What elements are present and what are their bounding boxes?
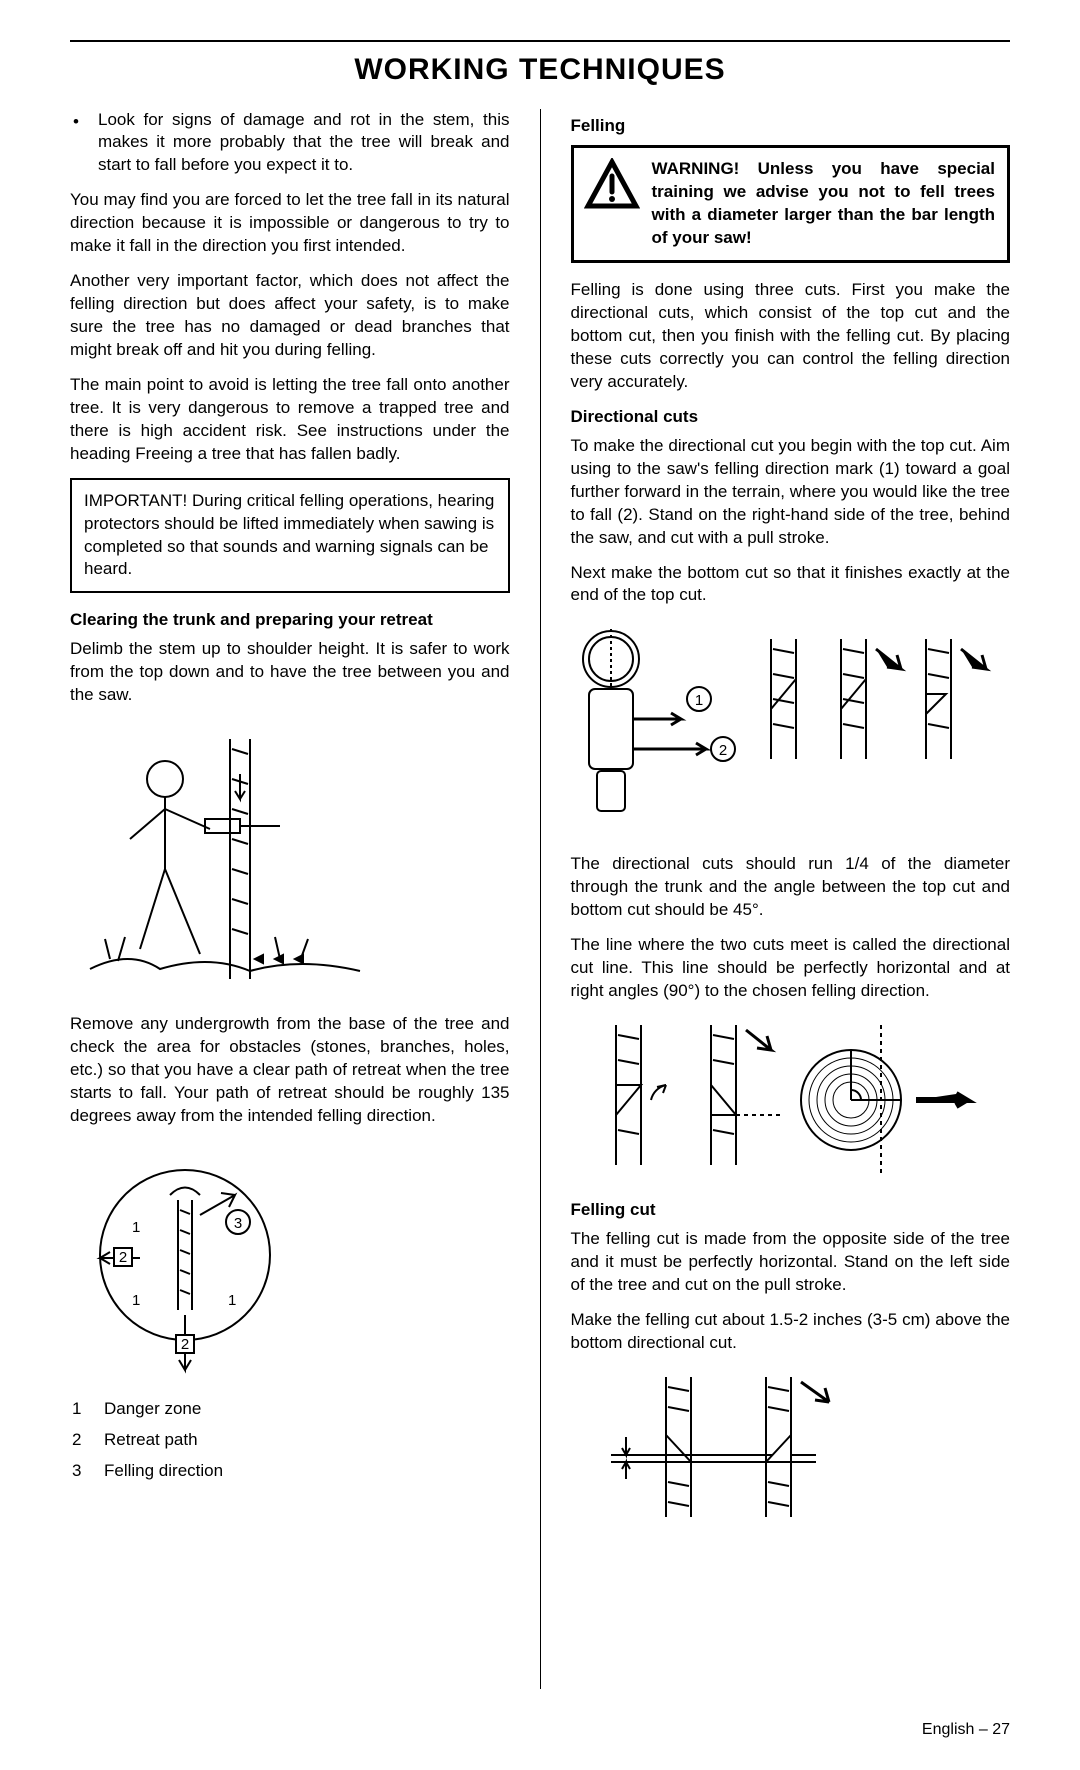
page-title: WORKING TECHNIQUES: [70, 50, 1010, 91]
footer-dash: –: [979, 1721, 992, 1738]
bullet-text: Look for signs of damage and rot in the …: [98, 109, 510, 178]
paragraph: The felling cut is made from the opposit…: [571, 1228, 1011, 1297]
svg-text:1: 1: [694, 692, 702, 709]
page-footer: English – 27: [70, 1719, 1010, 1741]
paragraph: To make the directional cut you begin wi…: [571, 435, 1011, 550]
bullet-item: • Look for signs of damage and rot in th…: [70, 109, 510, 178]
footer-page-number: 27: [992, 1721, 1010, 1738]
content-columns: • Look for signs of damage and rot in th…: [70, 109, 1010, 1689]
paragraph: The main point to avoid is letting the t…: [70, 374, 510, 466]
paragraph: Another very important factor, which doe…: [70, 270, 510, 362]
paragraph: Remove any undergrowth from the base of …: [70, 1013, 510, 1128]
illustration-retreat-diagram: 3 1 1 1 2 2: [70, 1140, 510, 1380]
horizontal-rule: [70, 40, 1010, 42]
warning-box: WARNING! Unless you have special trainin…: [571, 145, 1011, 263]
paragraph: The directional cuts should run 1/4 of t…: [571, 853, 1011, 922]
paragraph: Make the felling cut about 1.5-2 inches …: [571, 1309, 1011, 1355]
diagram-legend: 1 Danger zone 2 Retreat path 3 Felling d…: [72, 1394, 510, 1487]
svg-text:1: 1: [228, 1292, 236, 1309]
warning-icon: [584, 158, 640, 214]
subheading-felling: Felling: [571, 115, 1011, 138]
svg-text:2: 2: [119, 1249, 127, 1266]
illustration-cut-angles: [571, 1015, 1011, 1185]
illustration-delimbing: [70, 719, 510, 999]
legend-text: Retreat path: [104, 1429, 198, 1452]
legend-number: 2: [72, 1429, 86, 1452]
important-text: IMPORTANT! During critical felling opera…: [84, 491, 494, 579]
paragraph: Next make the bottom cut so that it fini…: [571, 562, 1011, 608]
subheading-felling-cut: Felling cut: [571, 1199, 1011, 1222]
important-note-box: IMPORTANT! During critical felling opera…: [70, 478, 510, 594]
paragraph: Delimb the stem up to shoulder height. I…: [70, 638, 510, 707]
legend-item: 1 Danger zone: [72, 1394, 510, 1425]
footer-language: English: [922, 1721, 974, 1738]
svg-text:1: 1: [132, 1292, 140, 1309]
illustration-directional-cuts: 1 2: [571, 619, 1011, 839]
svg-text:3: 3: [234, 1215, 242, 1232]
paragraph: Felling is done using three cuts. First …: [571, 279, 1011, 394]
right-column: Felling WARNING! Unless you have special…: [571, 109, 1011, 1689]
legend-number: 3: [72, 1460, 86, 1483]
legend-number: 1: [72, 1398, 86, 1421]
subheading-directional: Directional cuts: [571, 406, 1011, 429]
column-divider: [540, 109, 541, 1689]
left-column: • Look for signs of damage and rot in th…: [70, 109, 510, 1689]
warning-text: WARNING! Unless you have special trainin…: [652, 158, 996, 250]
legend-item: 2 Retreat path: [72, 1425, 510, 1456]
illustration-felling-cut: [571, 1367, 1011, 1537]
svg-text:2: 2: [181, 1336, 189, 1353]
legend-text: Danger zone: [104, 1398, 201, 1421]
subheading-clearing: Clearing the trunk and preparing your re…: [70, 609, 510, 632]
legend-text: Felling direction: [104, 1460, 223, 1483]
svg-text:2: 2: [718, 742, 726, 759]
paragraph: The line where the two cuts meet is call…: [571, 934, 1011, 1003]
paragraph: You may find you are forced to let the t…: [70, 189, 510, 258]
legend-item: 3 Felling direction: [72, 1456, 510, 1487]
svg-text:1: 1: [132, 1219, 140, 1236]
bullet-marker: •: [70, 109, 82, 178]
